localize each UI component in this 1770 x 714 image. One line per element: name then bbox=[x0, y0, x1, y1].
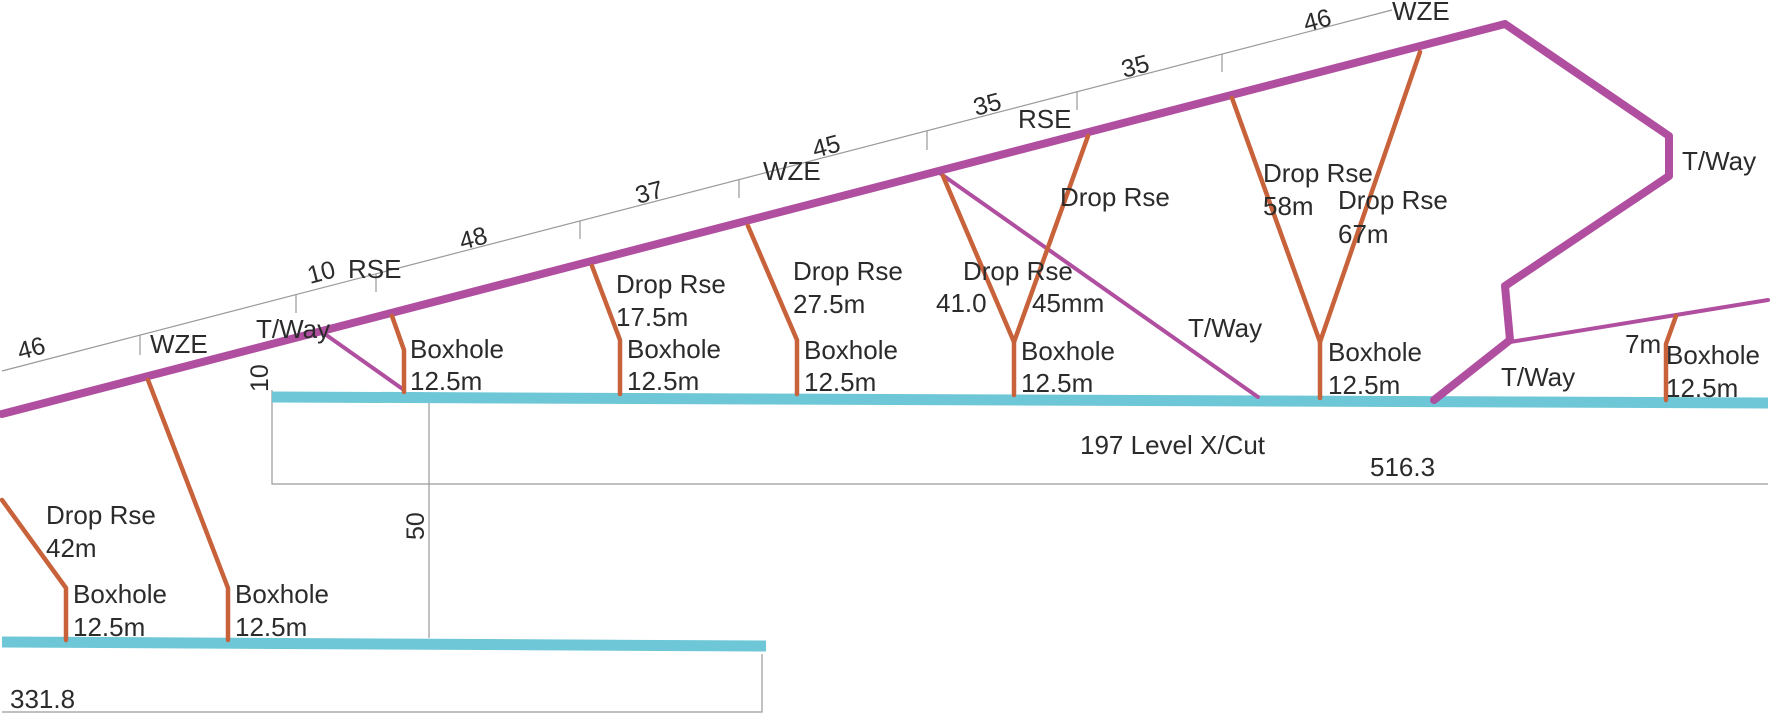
boxhole-label: Boxhole bbox=[627, 334, 721, 364]
dim-46-top: 46 bbox=[1300, 4, 1334, 38]
ramp-dimension-line bbox=[1, 9, 1393, 372]
drop-rse-length: 67m bbox=[1338, 219, 1389, 249]
dimension-labels: 46 10 48 37 45 35 35 46 10 50 516.3 331.… bbox=[10, 4, 1435, 714]
tway-left bbox=[320, 330, 406, 392]
drop-rse-label: Drop Rse bbox=[1338, 185, 1448, 215]
drop-rse-length: 27.5m bbox=[793, 289, 865, 319]
dim-48: 48 bbox=[456, 222, 490, 256]
wze-label-top: WZE bbox=[1392, 0, 1450, 26]
drop-rse-label: Drop Rse bbox=[793, 256, 903, 286]
boxhole-length: 12.5m bbox=[73, 612, 145, 642]
level-name-label: 197 Level X/Cut bbox=[1080, 430, 1266, 460]
drop-rse-label: Drop Rse bbox=[1060, 182, 1170, 212]
raises bbox=[0, 49, 1679, 643]
boxhole-label: Boxhole bbox=[410, 334, 504, 364]
boxhole-upper-1 bbox=[389, 313, 407, 395]
boxhole-length: 12.5m bbox=[410, 366, 482, 396]
drop-rse-1 bbox=[589, 263, 623, 397]
boxhole-length: 12.5m bbox=[235, 612, 307, 642]
drop-rse-length: 42m bbox=[46, 533, 97, 563]
boxhole-label: Boxhole bbox=[1328, 337, 1422, 367]
boxhole-label: Boxhole bbox=[73, 579, 167, 609]
drop-rse-label: Drop Rse bbox=[1263, 158, 1373, 188]
drop-rse-6 bbox=[1317, 49, 1423, 345]
tway-label-left: T/Way bbox=[256, 314, 330, 344]
dim-331: 331.8 bbox=[10, 684, 75, 714]
lower-level-drive bbox=[1, 636, 767, 652]
dim-516: 516.3 bbox=[1370, 452, 1435, 482]
tway-label-mid: T/Way bbox=[1188, 313, 1262, 343]
upper-level-bracket bbox=[271, 390, 1768, 485]
boxhole-length: 12.5m bbox=[804, 367, 876, 397]
boxhole-length: 12.5m bbox=[1666, 373, 1738, 403]
drop-rse-length: 45mm bbox=[1032, 288, 1104, 318]
boxhole-length: 12.5m bbox=[1328, 370, 1400, 400]
drop-rse-5 bbox=[1229, 95, 1323, 401]
drop-rse-length: 58m bbox=[1263, 191, 1314, 221]
tway-label-right-top: T/Way bbox=[1682, 146, 1756, 176]
dim-45: 45 bbox=[809, 130, 843, 164]
upper-level-drive bbox=[271, 391, 1769, 409]
dimension-lines bbox=[1, 9, 1768, 713]
boxhole-label: Boxhole bbox=[235, 579, 329, 609]
drop-rse-label: Drop Rse bbox=[46, 500, 156, 530]
drop-rse-label: Drop Rse bbox=[616, 269, 726, 299]
lower-level-bracket bbox=[2, 654, 763, 713]
rse-label-mid: RSE bbox=[1018, 104, 1071, 134]
dim-35a: 35 bbox=[970, 88, 1004, 122]
dim-vertical-10: 10 bbox=[246, 364, 274, 392]
wze-label-left: WZE bbox=[150, 329, 208, 359]
boxhole-upper-7m bbox=[1663, 313, 1679, 403]
boxhole-length: 12.5m bbox=[627, 366, 699, 396]
dim-37: 37 bbox=[632, 176, 666, 210]
dim-35b: 35 bbox=[1118, 50, 1152, 84]
drop-rse-lower bbox=[0, 497, 69, 643]
wze-label-mid: WZE bbox=[763, 156, 821, 186]
levels bbox=[1, 391, 1769, 652]
seven-m-label: 7m bbox=[1625, 329, 1661, 359]
drop-rse-4 bbox=[1011, 133, 1091, 345]
boxhole-label: Boxhole bbox=[1021, 336, 1115, 366]
tway-label-right-low: T/Way bbox=[1501, 362, 1575, 392]
drop-rse-length: 17.5m bbox=[616, 302, 688, 332]
boxhole-label: Boxhole bbox=[1666, 340, 1760, 370]
drop-rse-alt-length: 41.0 bbox=[936, 288, 987, 318]
ramp-system bbox=[0, 20, 1770, 418]
boxhole-length: 12.5m bbox=[1021, 368, 1093, 398]
tway-right-low bbox=[1508, 298, 1770, 344]
boxhole-lower-2 bbox=[145, 377, 231, 643]
drop-rse-label: Drop Rse bbox=[963, 256, 1073, 286]
labels: WZE WZE WZE RSE RSE T/Way T/Way T/Way T/… bbox=[46, 0, 1760, 642]
rse-label-left: RSE bbox=[348, 254, 401, 284]
tway-mid bbox=[939, 172, 1260, 399]
dim-vertical-50: 50 bbox=[402, 512, 430, 540]
boxhole-label: Boxhole bbox=[804, 335, 898, 365]
drop-rse-2 bbox=[745, 223, 800, 397]
